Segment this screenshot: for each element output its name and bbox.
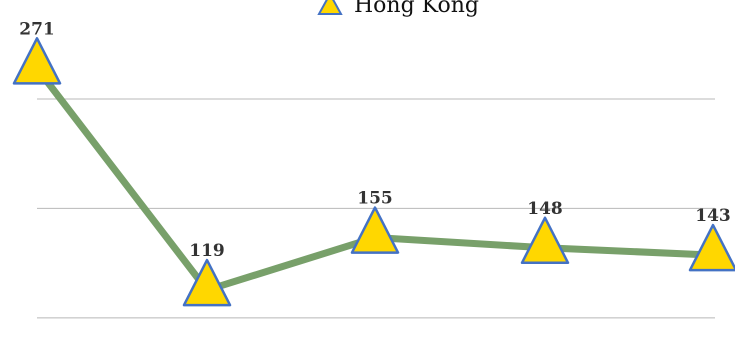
data-label-4: 143 [695,206,731,226]
marker-point-4 [688,223,735,272]
data-labels: 271 119 155 148 143 [19,19,731,261]
data-label-3: 148 [527,199,563,219]
series-hong-kong [33,64,717,294]
marker-point-1 [182,258,232,307]
legend-marker-icon [317,0,343,15]
legend: Hong Kong [317,0,479,18]
data-label-1: 119 [189,241,225,261]
legend-label: Hong Kong [354,0,479,18]
series-line [33,64,717,294]
data-label-0: 271 [19,19,55,39]
marker-point-0 [12,37,62,85]
markers [12,37,735,307]
data-label-2: 155 [357,189,393,209]
marker-point-3 [520,216,570,265]
marker-point-2 [350,206,400,254]
